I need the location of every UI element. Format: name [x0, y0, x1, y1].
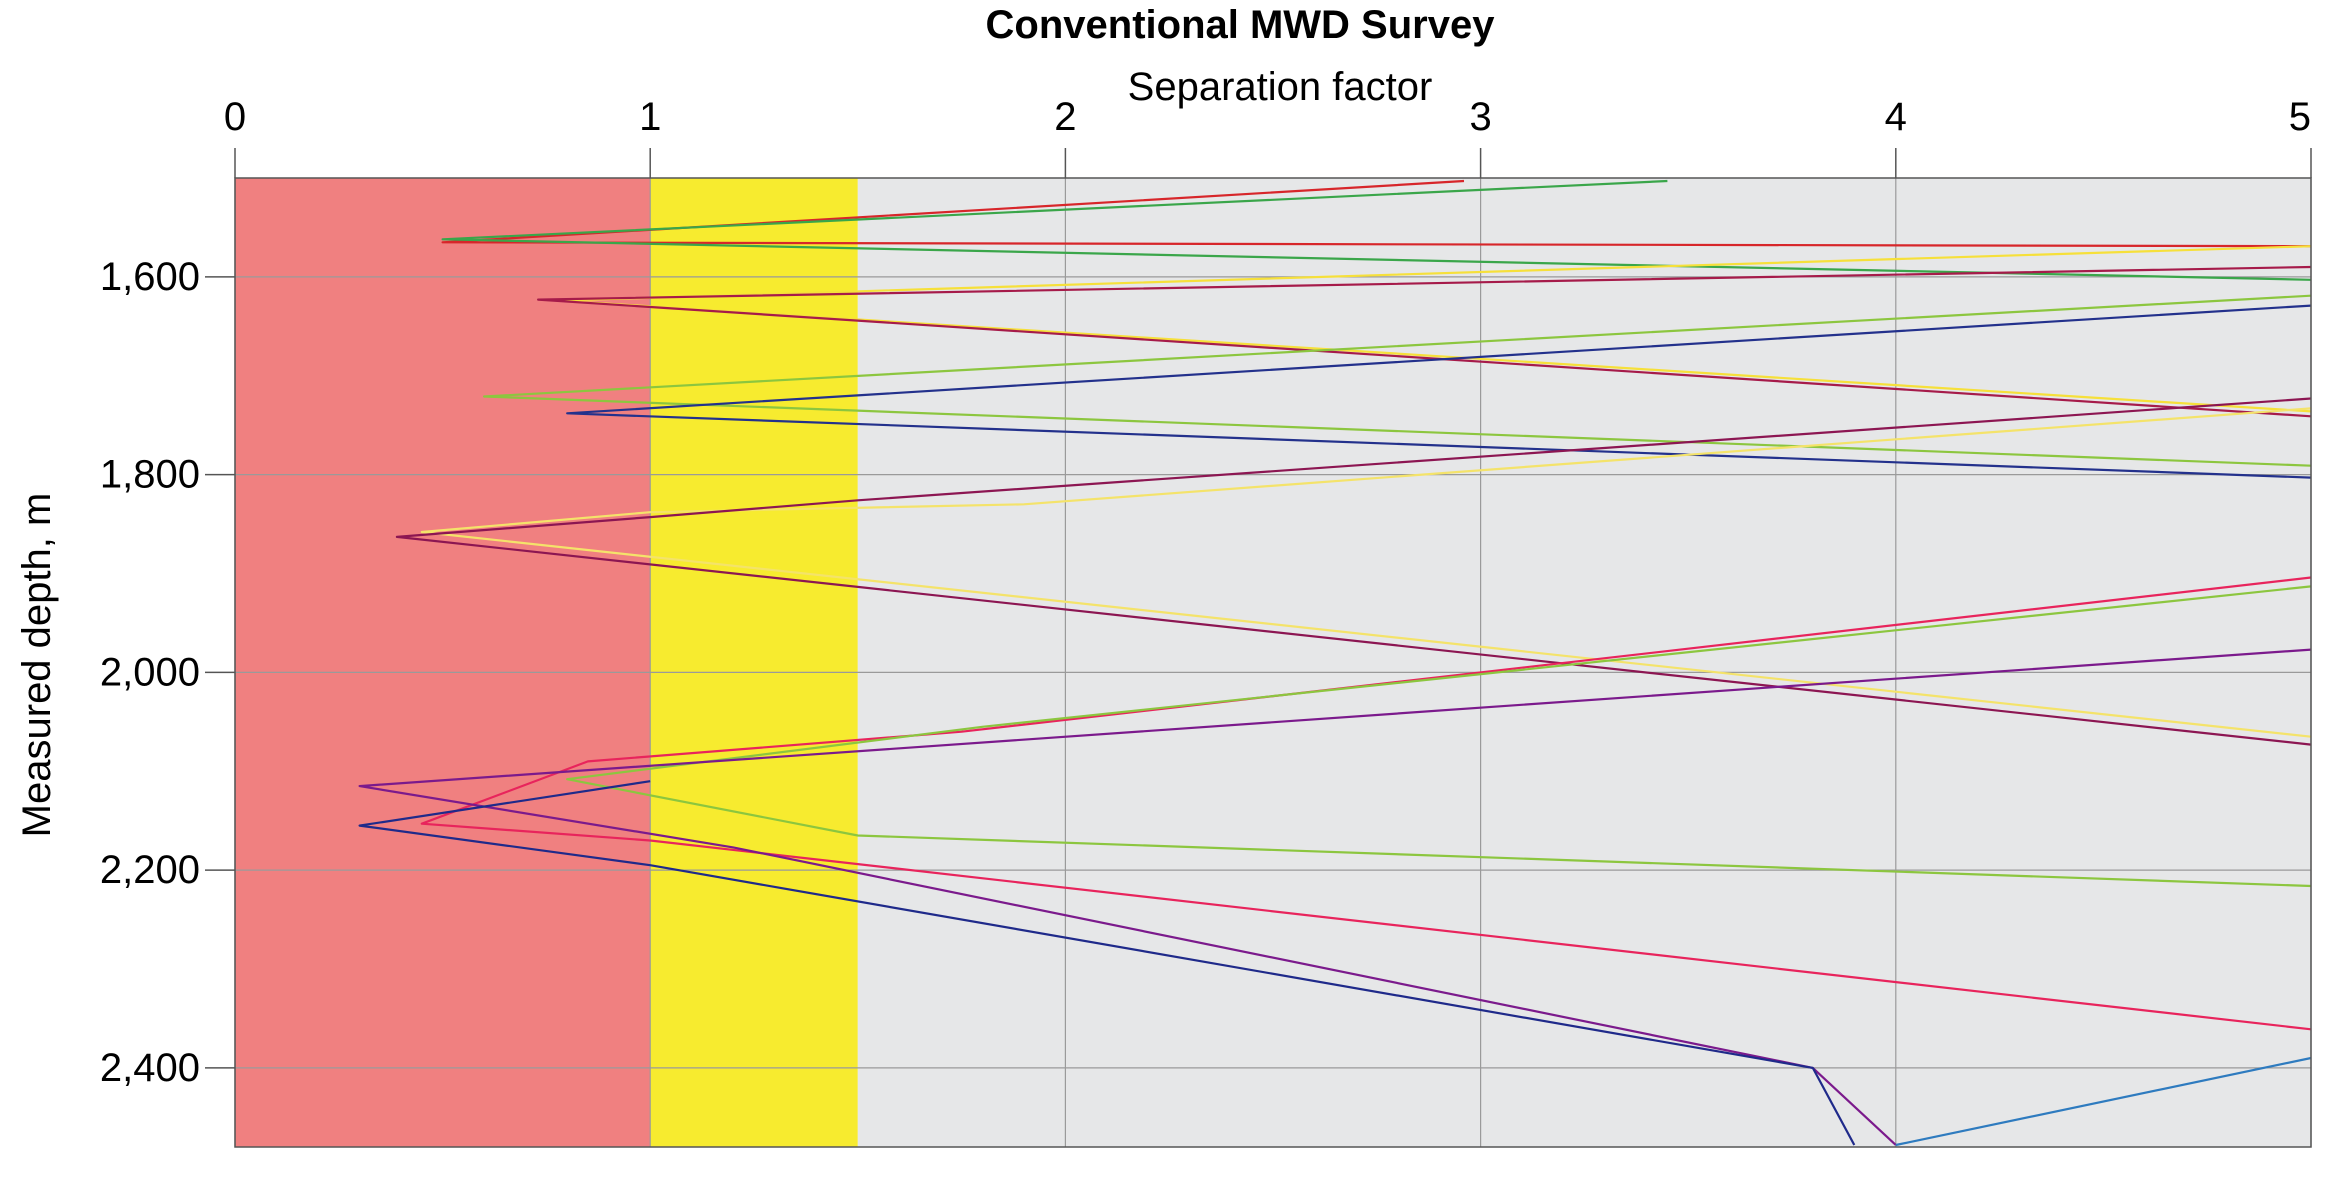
gridlines — [234, 178, 2312, 1147]
x-tick-label-4: 4 — [1885, 95, 1907, 139]
y-axis-label: Measured depth, m — [15, 493, 59, 838]
series-line-10 — [358, 648, 2312, 1146]
zone-bands — [235, 178, 2311, 1147]
y-tick-label-3: 2,200 — [100, 848, 200, 892]
y-tick-label-1: 1,800 — [100, 453, 200, 497]
x-tick-label-3: 3 — [1469, 95, 1491, 139]
series-line-0 — [441, 179, 2312, 248]
series-line-7 — [395, 397, 2312, 746]
x-axis-label: Separation factor — [1128, 65, 1433, 109]
x-tick-label-1: 1 — [639, 95, 661, 139]
y-tick-label-4: 2,400 — [100, 1046, 200, 1090]
series-line-12 — [1895, 1056, 2312, 1147]
series-line-5 — [566, 304, 2312, 479]
y-tick-label-2: 2,000 — [100, 650, 200, 694]
series-line-11 — [358, 780, 1856, 1146]
plot-border — [234, 177, 2312, 1148]
x-tick-label-2: 2 — [1054, 95, 1076, 139]
x-tick-label-0: 0 — [224, 95, 246, 139]
series-line-4 — [483, 294, 2312, 467]
series-line-3 — [537, 265, 2312, 418]
x-tick-label-5: 5 — [2289, 95, 2311, 139]
zone-band-0 — [235, 178, 651, 1147]
series-line-9 — [566, 585, 2312, 888]
y-tick-label-0: 1,600 — [100, 255, 200, 299]
series-line-6 — [420, 407, 2312, 738]
y-ticks: 1,600 1,800 2,000 2,200 2,400 — [100, 255, 235, 1090]
series-lines — [358, 179, 2312, 1147]
x-ticks: 0 1 2 3 4 5 — [224, 95, 2312, 178]
chart-title: Conventional MWD Survey — [986, 3, 1496, 47]
plot-frame — [234, 177, 2312, 1148]
zone-band-1 — [650, 178, 858, 1147]
